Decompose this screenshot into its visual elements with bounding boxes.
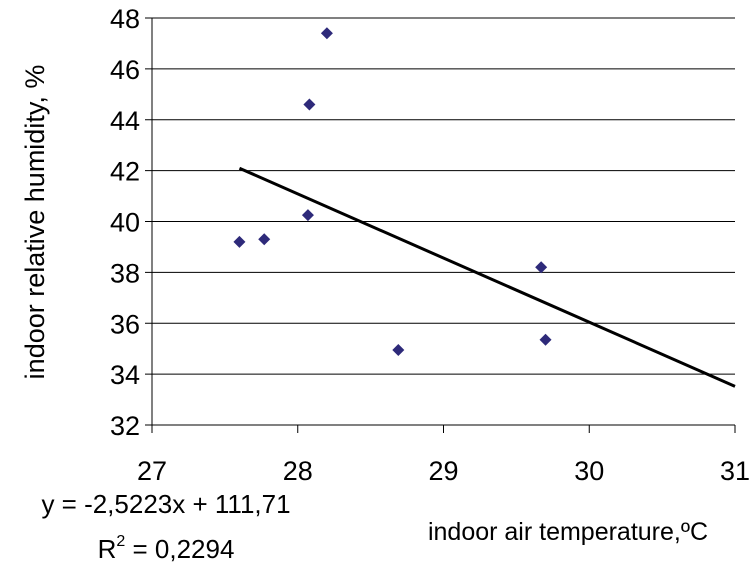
y-tick-label: 42 xyxy=(110,157,140,187)
r-squared-exponent: 2 xyxy=(116,533,125,550)
y-tick-label: 36 xyxy=(110,309,140,339)
y-tick-label: 38 xyxy=(110,258,140,288)
y-tick-label: 44 xyxy=(110,106,140,136)
x-tick-label: 30 xyxy=(574,456,604,486)
y-tick-label: 32 xyxy=(110,411,140,441)
x-tick-label: 28 xyxy=(283,456,313,486)
y-tick-label: 48 xyxy=(110,4,140,34)
y-axis-label: indoor relative humidity, % xyxy=(20,65,50,380)
data-point xyxy=(535,261,548,274)
y-tick-label: 46 xyxy=(110,55,140,85)
r-squared-value: = 0,2294 xyxy=(125,534,234,564)
trendline-group xyxy=(238,166,736,388)
trendline-equation: y = -2,5223x + 111,71 xyxy=(41,489,290,519)
grid-lines xyxy=(152,17,735,375)
data-points xyxy=(233,27,552,356)
x-tick-label: 27 xyxy=(137,456,167,486)
data-point xyxy=(539,333,552,346)
r-squared-label: R2 = 0,2294 xyxy=(98,533,235,564)
data-point xyxy=(258,233,271,246)
x-tick-label: 29 xyxy=(428,456,458,486)
data-point xyxy=(303,98,316,111)
data-point xyxy=(392,343,405,356)
x-axis-label: indoor air temperature,ºC xyxy=(428,518,708,546)
axes xyxy=(145,17,736,433)
data-point xyxy=(301,209,314,222)
r-squared-prefix: R xyxy=(98,534,117,564)
data-point xyxy=(320,27,333,40)
y-tick-label: 40 xyxy=(110,208,140,238)
y-tick-label: 34 xyxy=(110,360,140,390)
tick-labels: 32 34 36 38 40 42 44 46 48 27 28 29 30 31 xyxy=(110,4,750,486)
x-tick-label: 31 xyxy=(720,456,750,486)
trendline xyxy=(238,166,736,388)
data-point xyxy=(233,235,246,248)
